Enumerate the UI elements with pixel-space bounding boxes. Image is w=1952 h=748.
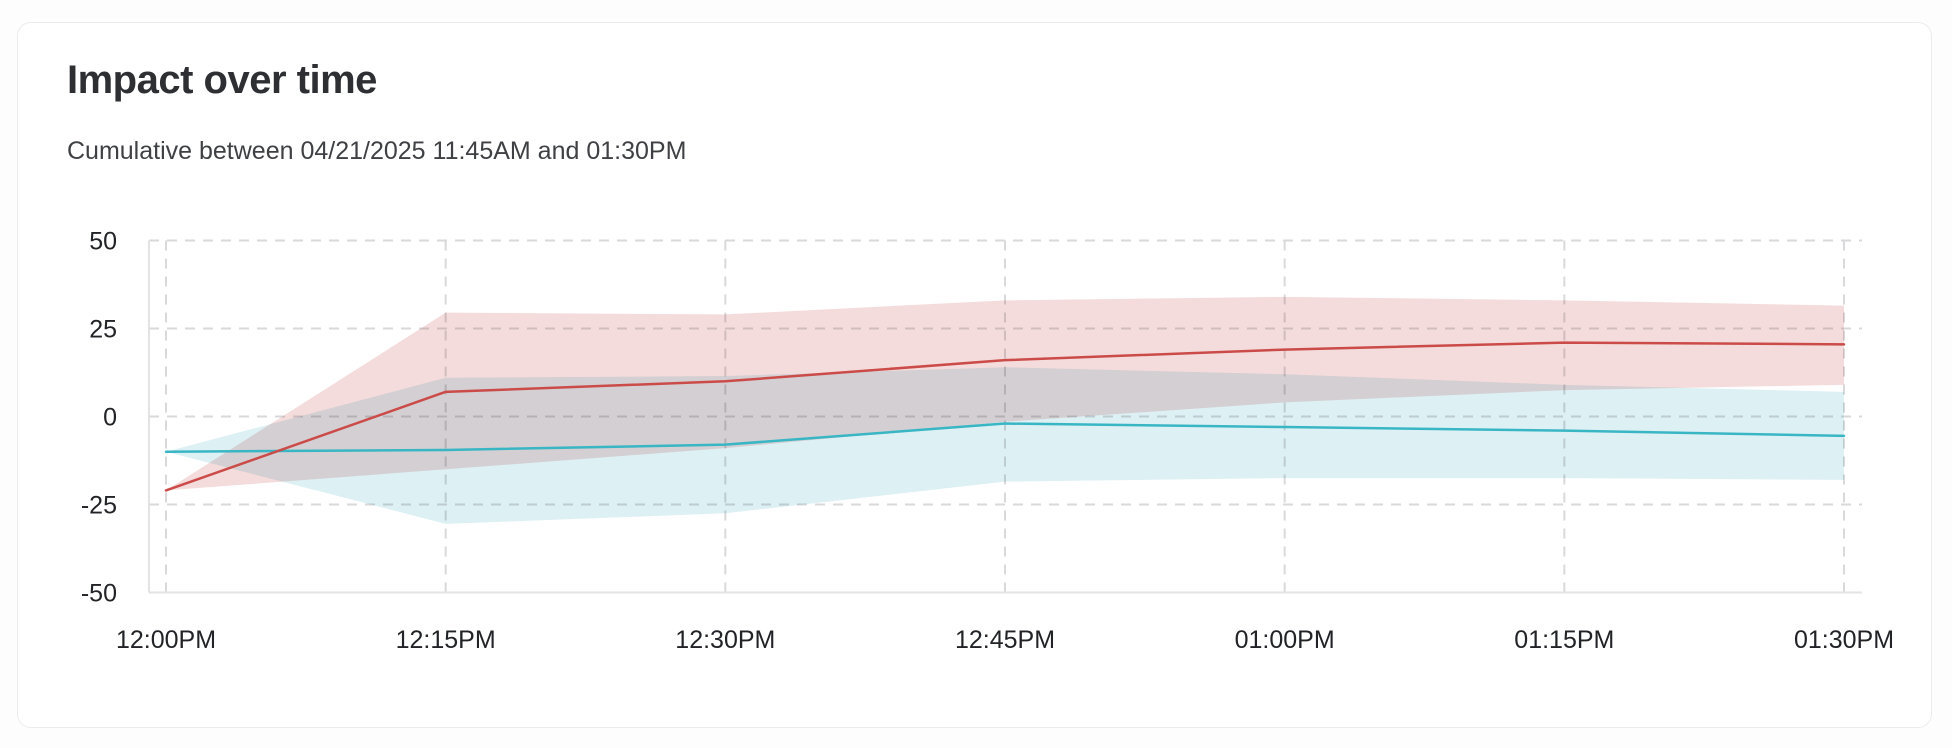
teal-line bbox=[164, 422, 1846, 453]
x-axis-tick-label: 12:00PM bbox=[116, 626, 216, 654]
y-axis-tick-label: 0 bbox=[103, 404, 117, 432]
x-axis-tick-label: 01:00PM bbox=[1235, 626, 1335, 654]
y-axis-tick-label: 25 bbox=[89, 316, 117, 344]
x-axis-tick-label: 12:45PM bbox=[955, 626, 1055, 654]
y-axis-tick-label: 50 bbox=[89, 228, 117, 256]
x-axis-tick-label: 01:15PM bbox=[1514, 626, 1614, 654]
x-axis-tick-label: 12:15PM bbox=[396, 626, 496, 654]
y-axis-tick-label: -25 bbox=[81, 492, 117, 520]
y-axis-tick-label: -50 bbox=[81, 580, 117, 608]
chart-title: Impact over time bbox=[67, 58, 377, 102]
x-axis-tick-label: 01:30PM bbox=[1794, 626, 1894, 654]
red-line bbox=[164, 341, 1846, 492]
x-axis-tick-label: 12:30PM bbox=[675, 626, 775, 654]
chart-subtitle: Cumulative between 04/21/2025 11:45AM an… bbox=[67, 137, 687, 165]
